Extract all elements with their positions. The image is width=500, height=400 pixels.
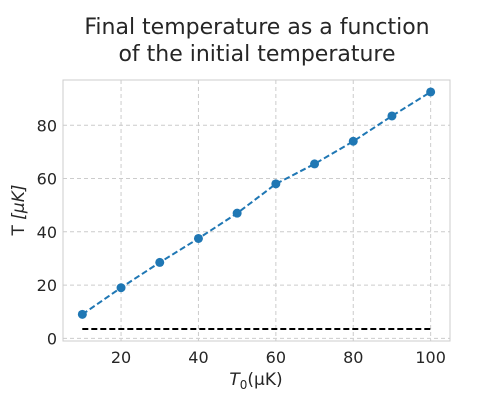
data-point [77, 309, 87, 319]
tick-labels: 20 40 60 80 100 0 20 40 60 80 [37, 116, 446, 367]
y-tick-label: 80 [37, 116, 57, 135]
x-tick-label: 20 [111, 348, 131, 367]
x-axis-label: T0(μK) [229, 370, 282, 392]
data-point [116, 283, 126, 293]
data-point [310, 159, 320, 169]
data-point [155, 257, 165, 267]
y-tick-label: 0 [47, 329, 57, 348]
series-0-line [81, 91, 432, 316]
chart-title-line-2: of the initial temperature [118, 42, 395, 67]
chart-title-line-1: Final temperature as a function [84, 15, 429, 40]
y-tick-label: 60 [37, 170, 57, 189]
x-tick-label: 40 [188, 348, 208, 367]
x-tick-label: 100 [415, 348, 446, 367]
x-axis-label-subscript: 0 [240, 378, 248, 392]
x-axis-label-unit: (μK) [247, 370, 282, 390]
x-axis-label-main: T [229, 370, 241, 390]
data-point [348, 136, 358, 146]
x-tick-label: 80 [343, 348, 363, 367]
data-point [232, 208, 242, 218]
data-point [426, 87, 436, 97]
grid [63, 80, 450, 341]
data-point [271, 179, 281, 189]
plot-frame [62, 79, 451, 342]
y-axis-label-unit: [μK] [9, 184, 29, 219]
series-0 [77, 87, 436, 319]
data-point [193, 233, 203, 243]
y-tick-label: 40 [37, 223, 57, 242]
series-layer [77, 87, 436, 330]
x-tick-label: 60 [266, 348, 286, 367]
y-tick-label: 20 [37, 276, 57, 295]
y-axis-label-main: T [9, 220, 29, 237]
y-axis-label: T [μK] [9, 184, 29, 236]
data-point [387, 111, 397, 121]
